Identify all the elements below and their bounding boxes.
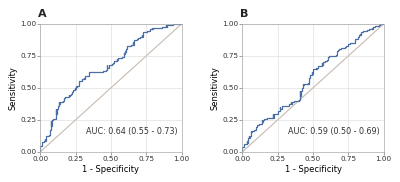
Y-axis label: Sensitivity: Sensitivity <box>210 66 220 110</box>
Text: B: B <box>240 9 248 19</box>
Y-axis label: Sensitivity: Sensitivity <box>8 66 17 110</box>
X-axis label: 1 - Specificity: 1 - Specificity <box>284 165 342 174</box>
X-axis label: 1 - Specificity: 1 - Specificity <box>82 165 140 174</box>
Text: A: A <box>38 9 46 19</box>
Text: AUC: 0.59 (0.50 - 0.69): AUC: 0.59 (0.50 - 0.69) <box>288 127 379 136</box>
Text: AUC: 0.64 (0.55 - 0.73): AUC: 0.64 (0.55 - 0.73) <box>86 127 177 136</box>
